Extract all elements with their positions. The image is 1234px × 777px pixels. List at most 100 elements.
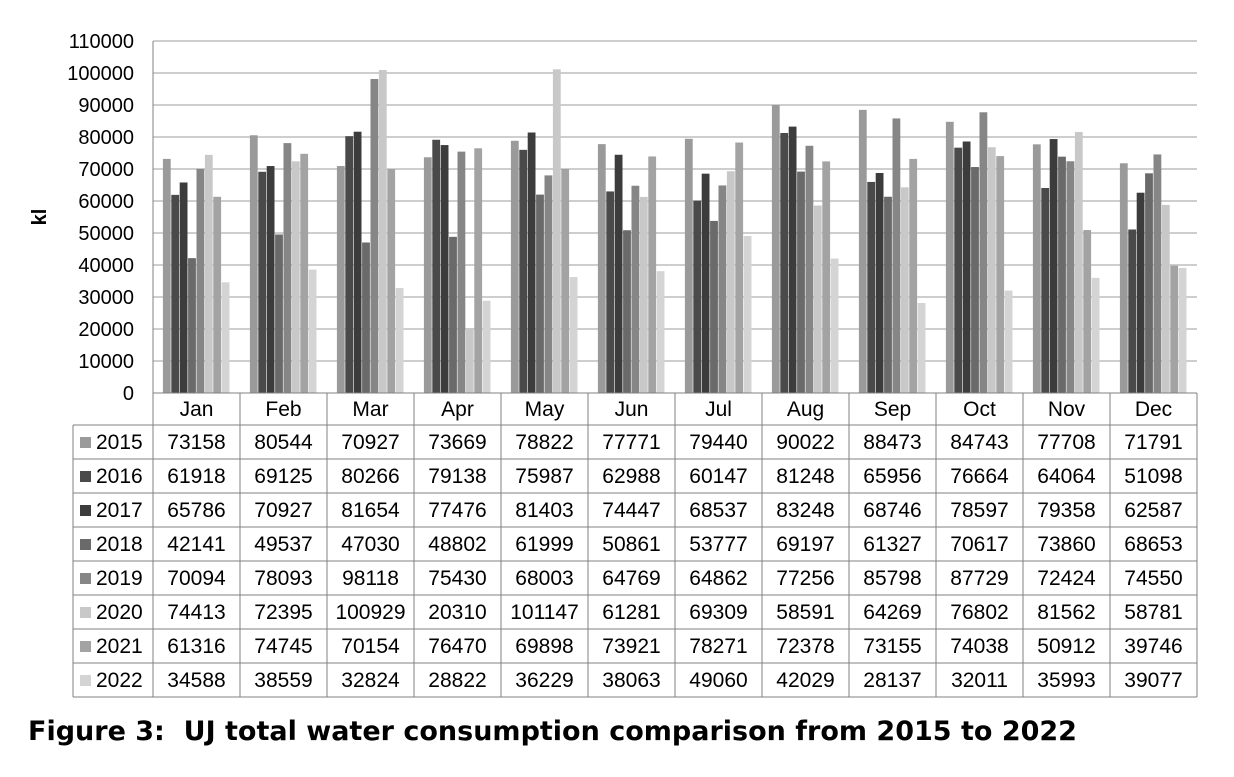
bar-2022-sep (917, 302, 926, 393)
bar-2020-jul (726, 171, 735, 393)
bar-2019-feb (283, 143, 292, 393)
bar-2016-jun (606, 191, 615, 393)
data-label: 64862 (689, 567, 747, 590)
bar-2018-feb (275, 234, 283, 393)
data-label: 69309 (689, 601, 747, 624)
figure-caption: Figure 3: UJ total water consumption com… (28, 716, 1077, 747)
x-tick-label: Jan (180, 398, 214, 421)
data-label: 83248 (776, 499, 834, 522)
bar-2015-aug (771, 104, 780, 394)
bar-2018-sep (884, 196, 892, 393)
data-label: 39077 (1124, 669, 1182, 692)
bar-2018-apr (449, 236, 457, 393)
legend-key-2020 (80, 607, 91, 618)
bar-2017-sep (875, 173, 884, 393)
x-tick-label: May (525, 398, 565, 421)
data-label: 61999 (515, 533, 573, 556)
x-tick-label: Jun (615, 398, 649, 421)
bar-2021-jan (213, 196, 222, 393)
data-label: 32824 (341, 669, 400, 692)
y-tick-label: 60000 (78, 191, 134, 213)
bar-2016-jan (171, 194, 180, 393)
x-tick-label: Feb (265, 398, 301, 421)
bar-2019-aug (805, 145, 814, 393)
y-tick-label: 100000 (67, 63, 134, 85)
bar-2020-jun (639, 196, 648, 393)
bar-2015-jul (684, 138, 693, 393)
data-label: 74745 (254, 635, 312, 658)
data-label: 77476 (428, 499, 486, 522)
bar-2018-jan (188, 258, 196, 393)
bar-2016-mar (345, 136, 354, 393)
bar-2017-dec (1136, 192, 1145, 393)
bar-2021-dec (1170, 265, 1179, 393)
data-label: 60147 (689, 465, 747, 488)
data-label: 69197 (776, 533, 834, 556)
bar-2015-dec (1119, 163, 1128, 393)
legend-label: 2018 (96, 533, 143, 556)
bar-2020-aug (813, 205, 822, 393)
bar-2018-dec (1145, 173, 1153, 393)
data-label: 79358 (1037, 499, 1095, 522)
data-label: 62988 (602, 465, 660, 488)
gridlines (152, 40, 1197, 393)
data-label: 50861 (602, 533, 660, 556)
bar-2022-aug (830, 258, 839, 393)
legend-label: 2019 (96, 567, 143, 590)
data-label: 88473 (863, 431, 921, 454)
bar-2022-jun (656, 271, 665, 393)
bar-2020-sep (900, 187, 909, 393)
legend-key-2021 (80, 641, 91, 652)
data-label: 101147 (510, 601, 579, 624)
data-label: 34588 (167, 669, 225, 692)
data-label: 61316 (167, 635, 225, 658)
x-tick-label: Nov (1048, 398, 1086, 421)
y-axis-ticks: 0 10000 20000 30000 40000 50000 60000 70000 8000… (67, 31, 134, 405)
data-label: 62587 (1124, 499, 1182, 522)
data-label: 75430 (428, 567, 486, 590)
data-label: 78597 (950, 499, 1008, 522)
bar-2018-oct (971, 167, 979, 393)
data-label: 70154 (341, 635, 400, 658)
bar-2020-nov (1074, 132, 1083, 394)
data-label: 47030 (341, 533, 399, 556)
data-label: 77771 (602, 431, 660, 454)
bar-2021-jun (648, 156, 657, 393)
data-label: 78822 (515, 431, 573, 454)
bar-2022-dec (1178, 267, 1187, 393)
x-tick-label: Mar (352, 398, 388, 421)
legend-label: 2022 (96, 669, 143, 692)
bar-2017-jun (614, 154, 623, 393)
y-tick-label: 110000 (69, 31, 134, 53)
bar-2017-jul (701, 173, 710, 393)
legend-key-2022 (80, 675, 91, 686)
data-label: 48802 (428, 533, 486, 556)
data-label: 81562 (1037, 601, 1095, 624)
bar-2018-jun (623, 230, 631, 393)
bar-2016-nov (1041, 187, 1050, 393)
legend-label: 2021 (96, 635, 143, 658)
bar-2015-jan (162, 158, 171, 393)
y-tick-label: 20000 (78, 319, 134, 341)
bar-2021-nov (1083, 230, 1092, 393)
x-tick-label: Jul (705, 398, 732, 421)
data-label: 49537 (254, 533, 312, 556)
bar-2019-jun (631, 185, 640, 393)
data-label: 84743 (950, 431, 1008, 454)
data-label: 69125 (254, 465, 312, 488)
data-label: 100929 (335, 601, 405, 624)
data-label: 78093 (254, 567, 312, 590)
bars (162, 69, 1187, 394)
data-label: 61327 (863, 533, 921, 556)
bar-2016-aug (780, 133, 789, 393)
data-label: 75987 (515, 465, 573, 488)
data-label: 68746 (863, 499, 921, 522)
data-label: 61281 (602, 601, 660, 624)
data-label: 73921 (602, 635, 660, 658)
y-tick-label: 10000 (78, 351, 134, 373)
data-label: 68003 (515, 567, 573, 590)
bar-2020-mar (378, 70, 387, 394)
data-label: 76664 (950, 465, 1009, 488)
x-tick-label: Oct (963, 398, 996, 421)
